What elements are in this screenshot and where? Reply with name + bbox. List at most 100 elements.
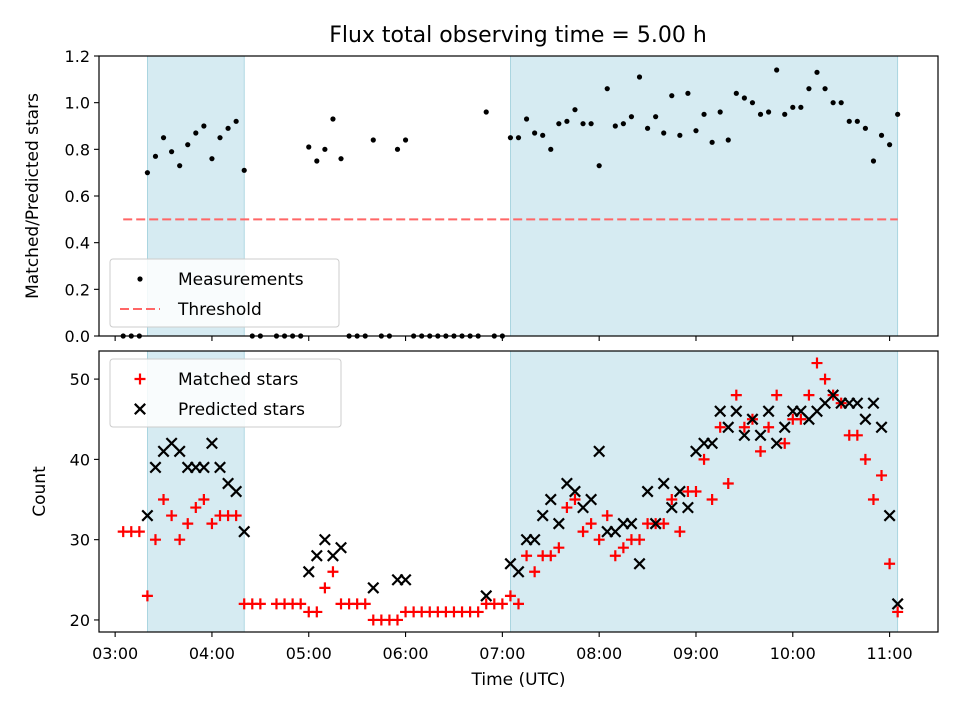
shaded-interval xyxy=(510,55,899,337)
legend-label: Measurements xyxy=(178,270,304,290)
measurement-point xyxy=(209,156,215,162)
measurement-point xyxy=(741,95,747,101)
measurement-point xyxy=(733,90,739,96)
predicted-point xyxy=(762,405,775,418)
predicted-point xyxy=(173,445,186,458)
legend-marker xyxy=(137,276,143,282)
x-tick-label: 09:00 xyxy=(673,644,719,663)
measurement-point xyxy=(854,118,860,124)
predicted-point xyxy=(641,485,654,498)
predicted-point xyxy=(528,533,541,546)
predicted-point xyxy=(714,405,727,418)
matched-point xyxy=(738,421,750,433)
predicted-point xyxy=(778,421,791,434)
matched-point xyxy=(859,453,871,465)
matched-point xyxy=(690,486,702,497)
legend: Matched stars Predicted stars xyxy=(109,358,342,428)
legend-label: Threshold xyxy=(177,300,262,320)
matched-point xyxy=(666,494,678,506)
matched-point xyxy=(513,598,524,610)
matched-point xyxy=(892,606,904,618)
measurement-point xyxy=(185,142,191,148)
matched-point xyxy=(634,534,646,546)
legend-label: Matched stars xyxy=(178,370,298,390)
measurement-point xyxy=(169,149,175,155)
predicted-point xyxy=(593,445,606,458)
measurement-point xyxy=(338,156,344,162)
measurement-point xyxy=(483,109,489,115)
legend-entry: Matched stars xyxy=(134,370,298,390)
matched-point xyxy=(593,534,605,546)
predicted-point xyxy=(335,541,347,554)
measurement-point xyxy=(540,132,546,138)
matched-point xyxy=(553,542,565,554)
y-axis-label: Count xyxy=(30,466,50,517)
matched-point xyxy=(851,429,863,441)
predicted-point xyxy=(891,597,904,610)
matched-point xyxy=(609,550,621,562)
measurement-point xyxy=(306,144,312,150)
measurement-point xyxy=(862,125,868,131)
measurement-point xyxy=(846,118,852,124)
matched-point xyxy=(867,494,879,506)
matched-point xyxy=(674,526,686,538)
legend-box xyxy=(109,358,342,428)
predicted-point xyxy=(205,437,218,450)
matched-point xyxy=(706,494,718,506)
predicted-point xyxy=(883,509,896,522)
measurement-point xyxy=(628,114,635,120)
predicted-point xyxy=(141,509,154,522)
measurement-point xyxy=(322,146,328,152)
predicted-point xyxy=(318,533,331,546)
predicted-point xyxy=(859,413,872,426)
measurement-point xyxy=(677,132,683,138)
bottom-panel: 20 30 40 50 03:00 04:00 05:00 06:00 07:00 08:00 09… xyxy=(30,350,939,690)
legend-entry: Measurements xyxy=(137,270,304,290)
measurement-point xyxy=(314,158,320,164)
predicted-point xyxy=(738,429,751,442)
predicted-point xyxy=(681,501,694,514)
measurement-point xyxy=(620,121,626,127)
y-tick-label: 0.2 xyxy=(65,280,90,299)
matched-point xyxy=(763,421,775,433)
predicted-point xyxy=(310,549,323,562)
matched-point xyxy=(254,598,266,610)
predicted-point xyxy=(544,493,557,506)
matched-point xyxy=(811,357,823,369)
measurement-point xyxy=(895,111,901,117)
predicted-point xyxy=(875,421,888,434)
measurement-point xyxy=(556,121,562,127)
predicted-point xyxy=(851,397,864,410)
measurement-point xyxy=(701,111,707,117)
predicted-point xyxy=(746,413,759,426)
x-tick-label: 08:00 xyxy=(576,644,622,663)
measurement-point xyxy=(612,123,618,129)
x-tick-label: 05:00 xyxy=(286,644,332,663)
predicted-point xyxy=(480,589,493,602)
matched-point xyxy=(561,502,573,514)
matched-point xyxy=(319,582,331,594)
measurement-point xyxy=(370,137,376,143)
matched-point xyxy=(504,590,516,602)
legend-label: Predicted stars xyxy=(178,400,305,420)
y-tick-label: 50 xyxy=(70,370,90,389)
matched-point xyxy=(795,413,807,425)
y-tick-label: 30 xyxy=(70,531,90,550)
measurement-point xyxy=(644,125,651,131)
measurement-point xyxy=(241,167,247,173)
matched-point xyxy=(698,453,710,465)
y-tick-label: 1.0 xyxy=(65,94,90,113)
measurement-point xyxy=(160,135,167,141)
predicted-point xyxy=(867,397,880,410)
measurement-point xyxy=(225,125,231,131)
measurement-point xyxy=(144,170,151,176)
measurement-point xyxy=(717,109,723,115)
measurement-point xyxy=(330,116,336,122)
predicted-point xyxy=(649,517,662,530)
matched-point xyxy=(884,558,896,570)
predicted-point xyxy=(149,461,162,474)
y-tick-label: 0.0 xyxy=(65,327,90,346)
matched-point xyxy=(779,437,791,449)
measurement-point xyxy=(757,111,764,117)
matched-point xyxy=(295,598,307,610)
